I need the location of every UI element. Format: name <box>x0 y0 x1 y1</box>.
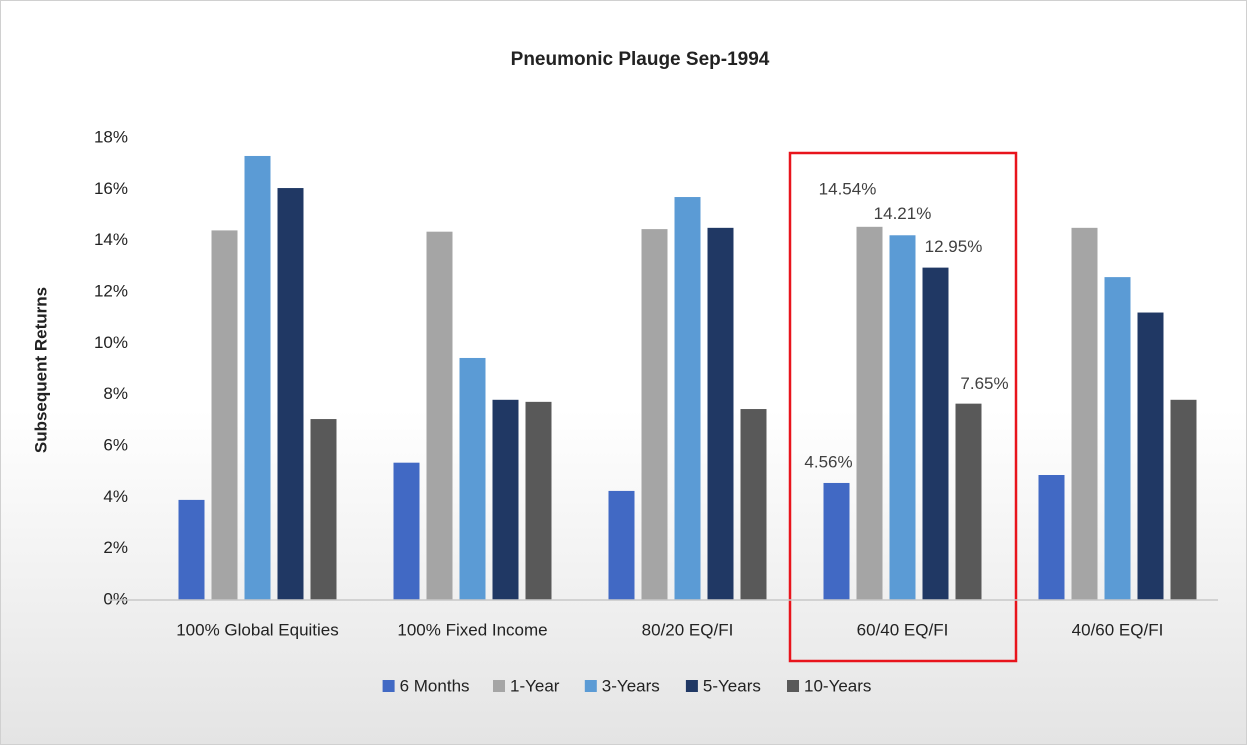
legend-swatch <box>493 680 505 692</box>
legend-label: 6 Months <box>400 676 470 695</box>
bar <box>1170 399 1197 600</box>
bar <box>856 226 883 600</box>
x-tick-label: 40/60 EQ/FI <box>1072 620 1164 639</box>
bar <box>823 482 850 600</box>
bar <box>426 231 453 600</box>
y-tick-label: 16% <box>94 179 128 198</box>
bar <box>707 227 734 601</box>
bar <box>608 490 635 600</box>
bar <box>889 235 916 600</box>
legend-swatch <box>685 680 698 692</box>
data-label: 12.95% <box>925 237 983 256</box>
highlight-box <box>788 151 1018 663</box>
bar <box>1038 475 1065 600</box>
bar <box>641 229 668 600</box>
bar <box>277 188 304 601</box>
legend-label: 3-Years <box>602 676 660 695</box>
y-tick-label: 12% <box>94 281 128 300</box>
data-label: 7.65% <box>960 374 1008 393</box>
bar <box>178 499 205 600</box>
y-tick-label: 14% <box>94 230 128 249</box>
bar <box>310 419 337 600</box>
bar <box>1137 312 1164 600</box>
legend-label: 5-Years <box>703 676 761 695</box>
bar <box>459 357 486 600</box>
y-tick-label: 8% <box>103 384 128 403</box>
bar <box>393 462 420 600</box>
x-tick-label: 80/20 EQ/FI <box>642 620 734 639</box>
x-tick-label: 100% Fixed Income <box>397 620 547 639</box>
bar <box>955 403 982 600</box>
legend-swatch <box>584 680 597 692</box>
x-tick-label: 100% Global Equities <box>176 620 339 639</box>
bar <box>211 230 238 600</box>
y-tick-label: 2% <box>103 538 128 557</box>
legend-swatch <box>787 680 799 692</box>
y-tick-label: 10% <box>94 333 128 352</box>
y-axis-label: Subsequent Returns <box>31 287 50 453</box>
data-label: 4.56% <box>804 452 852 471</box>
bar <box>740 409 767 600</box>
y-tick-label: 4% <box>103 487 128 506</box>
bar <box>244 155 271 600</box>
legend-swatch <box>382 680 395 692</box>
y-tick-label: 18% <box>94 127 128 146</box>
legend-label: 1-Year <box>510 676 560 695</box>
bar <box>1104 277 1131 600</box>
bar <box>1071 227 1098 601</box>
bar <box>525 401 552 600</box>
legend-label: 10-Years <box>804 676 871 695</box>
chart-title: Pneumonic Plauge Sep-1994 <box>511 49 770 70</box>
y-tick-label: 6% <box>103 435 128 454</box>
bar <box>492 399 519 600</box>
bar <box>922 267 949 600</box>
x-tick-label: 60/40 EQ/FI <box>857 620 949 639</box>
data-label: 14.21% <box>874 204 932 223</box>
y-tick-label: 0% <box>103 589 128 608</box>
data-label: 14.54% <box>819 179 877 198</box>
bar <box>674 197 701 601</box>
